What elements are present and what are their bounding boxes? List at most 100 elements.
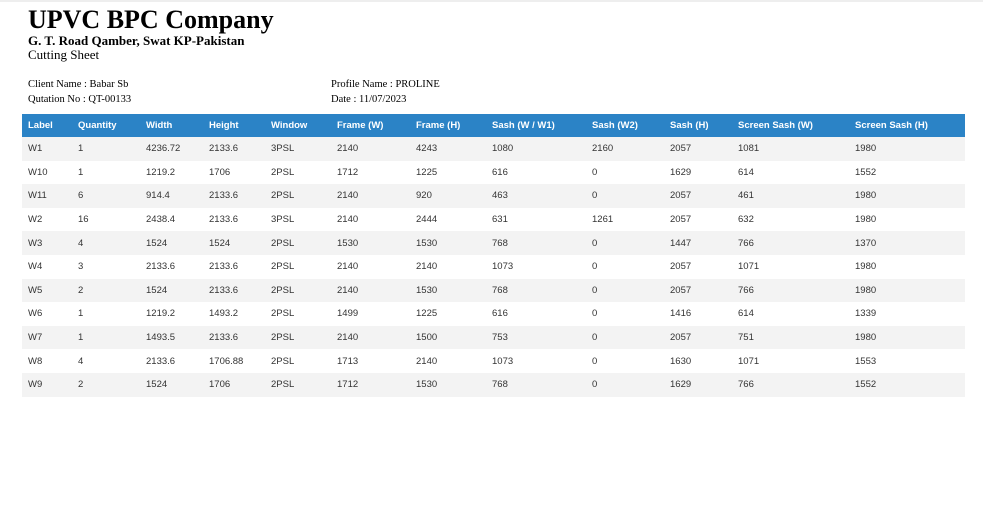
table-cell: 2 [78, 379, 84, 391]
table-row: W4 3 2133.6 2133.6 2PSL 2140 2140 1073 0 2057 1071… [22, 254, 965, 279]
table-cell: 2PSL [271, 284, 295, 296]
table-cell: 1530 [416, 237, 438, 249]
table-cell: 1416 [670, 308, 692, 320]
table-cell: 1980 [855, 190, 877, 202]
table-cell: 2160 [592, 143, 614, 155]
table-cell: 616 [492, 308, 508, 320]
client-name: Client Name : Babar Sb [28, 79, 129, 90]
column-header: Sash (W2) [592, 120, 638, 131]
table-cell: 1980 [855, 143, 877, 155]
table-cell: 2140 [337, 190, 359, 202]
table-cell: 1073 [492, 355, 514, 367]
table-cell: 1493.2 [209, 308, 239, 320]
table-row: W11 6 914.4 2133.6 2PSL 2140 920 463 0 2057 461 198… [22, 184, 965, 208]
table-row: W8 4 2133.6 1706.88 2PSL 1713 2140 1073 0 1630 107… [22, 349, 965, 373]
table-cell: 914.4 [146, 190, 170, 202]
table-cell: 16 [78, 214, 89, 226]
table-cell: 1630 [670, 355, 692, 367]
table-cell: 2133.6 [209, 143, 239, 155]
table-cell: 1500 [416, 332, 438, 344]
column-header: Frame (W) [337, 120, 384, 131]
top-divider [0, 0, 983, 2]
company-address: G. T. Road Qamber, Swat KP-Pakistan [28, 33, 245, 48]
table-cell: 1 [78, 143, 84, 155]
table-cell: W3 [28, 237, 43, 249]
table-row: W5 2 1524 2133.6 2PSL 2140 1530 768 0 2057 766 1980 [22, 278, 965, 303]
table-cell: 1530 [416, 379, 438, 391]
table-cell: 0 [592, 332, 598, 344]
table-cell: 1629 [670, 379, 692, 391]
table-cell: 2057 [670, 143, 692, 155]
column-header: Height [209, 120, 239, 131]
page-header: UPVC BPC Company G. T. Road Qamber, Swat… [28, 5, 274, 63]
table-cell: 2140 [337, 143, 359, 155]
table-cell: 1629 [670, 166, 692, 178]
column-header: Quantity [78, 120, 117, 131]
table-cell: 2140 [416, 355, 438, 367]
column-header: Label [28, 120, 53, 131]
table-cell: 1706 [209, 379, 231, 391]
table-row: W10 1 1219.2 1706 2PSL 1712 1225 616 0 1629 614 155… [22, 160, 965, 185]
table-cell: 1524 [146, 284, 168, 296]
table-cell: 1 [78, 332, 84, 344]
table-cell: 632 [738, 214, 754, 226]
table-cell: 1980 [855, 284, 877, 296]
table-cell: 631 [492, 214, 508, 226]
table-cell: 1980 [855, 332, 877, 344]
company-name: UPVC BPC Company [28, 5, 274, 34]
table-row: W1 1 4236.72 2133.6 3PSL 2140 4243 1080 2160 2057… [22, 137, 965, 161]
table-cell: 1552 [855, 166, 877, 178]
table-cell: 614 [738, 166, 754, 178]
table-cell: 2057 [670, 284, 692, 296]
table-cell: 4 [78, 237, 84, 249]
table-cell: 1071 [738, 261, 760, 273]
table-cell: 2PSL [271, 379, 295, 391]
table-cell: 2133.6 [146, 355, 176, 367]
table-cell: 2133.6 [209, 261, 239, 273]
table-cell: 2133.6 [209, 190, 239, 202]
table-cell: W1 [28, 143, 43, 155]
table-cell: 2057 [670, 261, 692, 273]
table-cell: 2PSL [271, 261, 295, 273]
table-cell: 766 [738, 284, 754, 296]
table-cell: 616 [492, 166, 508, 178]
table-cell: 461 [738, 190, 754, 202]
column-header: Sash (W / W1) [492, 120, 555, 131]
table-cell: 1712 [337, 166, 359, 178]
table-cell: 1 [78, 308, 84, 320]
table-cell: 920 [416, 190, 432, 202]
table-cell: 1081 [738, 143, 760, 155]
table-cell: 1 [78, 166, 84, 178]
table-cell: 4236.72 [146, 143, 181, 155]
table-cell: 1524 [146, 379, 168, 391]
table-cell: 1706 [209, 166, 231, 178]
table-cell: 0 [592, 237, 598, 249]
column-header: Screen Sash (H) [855, 120, 928, 131]
table-cell: 1225 [416, 166, 438, 178]
table-cell: 2444 [416, 214, 438, 226]
table-cell: 768 [492, 237, 508, 249]
table-cell: 1499 [337, 308, 359, 320]
sheet-date: Date : 11/07/2023 [331, 94, 407, 105]
table-cell: 4243 [416, 143, 438, 155]
table-cell: W8 [28, 355, 43, 367]
table-cell: 1530 [416, 284, 438, 296]
profile-name: Profile Name : PROLINE [331, 79, 440, 90]
table-cell: 2133.6 [146, 261, 176, 273]
table-cell: 614 [738, 308, 754, 320]
table-cell: 3PSL [271, 143, 295, 155]
table-cell: W7 [28, 332, 43, 344]
table-cell: 0 [592, 308, 598, 320]
table-cell: 766 [738, 379, 754, 391]
table-cell: 4 [78, 355, 84, 367]
table-cell: 2PSL [271, 308, 295, 320]
profile-info: Profile Name : PROLINE Date : 11/07/2023 [331, 77, 440, 107]
table-cell: 2 [78, 284, 84, 296]
table-cell: 1553 [855, 355, 877, 367]
table-cell: 1071 [738, 355, 760, 367]
table-cell: 1530 [337, 237, 359, 249]
table-cell: 2140 [416, 261, 438, 273]
table-cell: 753 [492, 332, 508, 344]
table-cell: 2140 [337, 332, 359, 344]
table-cell: 1706.88 [209, 355, 244, 367]
